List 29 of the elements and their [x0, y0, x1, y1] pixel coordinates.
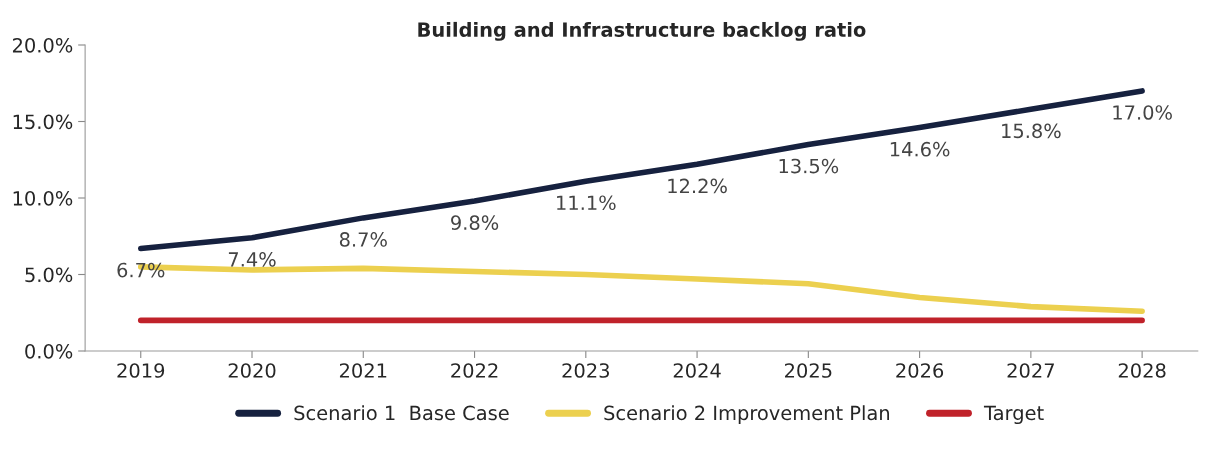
y-tick-label: 5.0%: [25, 267, 73, 283]
x-tick-label: 2023: [562, 363, 609, 378]
x-tick-label: 2019: [117, 363, 165, 378]
x-tick-label: 2020: [228, 363, 276, 378]
chart-title: Building and Infrastructure backlog ratio: [418, 21, 866, 41]
legend-label: Scenario 1 Base Case: [294, 405, 509, 421]
x-tick-label: 2028: [1118, 363, 1166, 378]
x-tick-label: 2027: [1007, 363, 1054, 378]
data-label: 15.8%: [1002, 123, 1061, 139]
x-tick-label: 2022: [451, 363, 498, 378]
x-tick-label: 2026: [896, 363, 944, 378]
x-tick-label: 2025: [785, 363, 832, 378]
data-label: 7.4%: [228, 252, 276, 267]
data-label: 17.0%: [1113, 105, 1172, 120]
x-tick-label: 2021: [339, 363, 387, 378]
legend-label: Scenario 2 Improvement Plan: [604, 405, 890, 425]
data-label: 8.7%: [339, 232, 387, 247]
legend-label: Target: [983, 405, 1044, 425]
y-tick-label: 15.0%: [13, 114, 73, 130]
y-tick-label: 20.0%: [12, 37, 73, 53]
data-label: 11.1%: [557, 195, 616, 211]
data-label: 12.2%: [668, 178, 727, 194]
data-label: 6.7%: [117, 262, 165, 278]
x-tick-label: 2024: [673, 363, 721, 378]
data-label: 14.6%: [890, 141, 950, 157]
data-label: 13.5%: [779, 158, 839, 174]
data-label: 9.8%: [451, 215, 499, 230]
y-tick-label: 0.0%: [25, 343, 73, 359]
y-tick-label: 10.0%: [13, 190, 73, 206]
